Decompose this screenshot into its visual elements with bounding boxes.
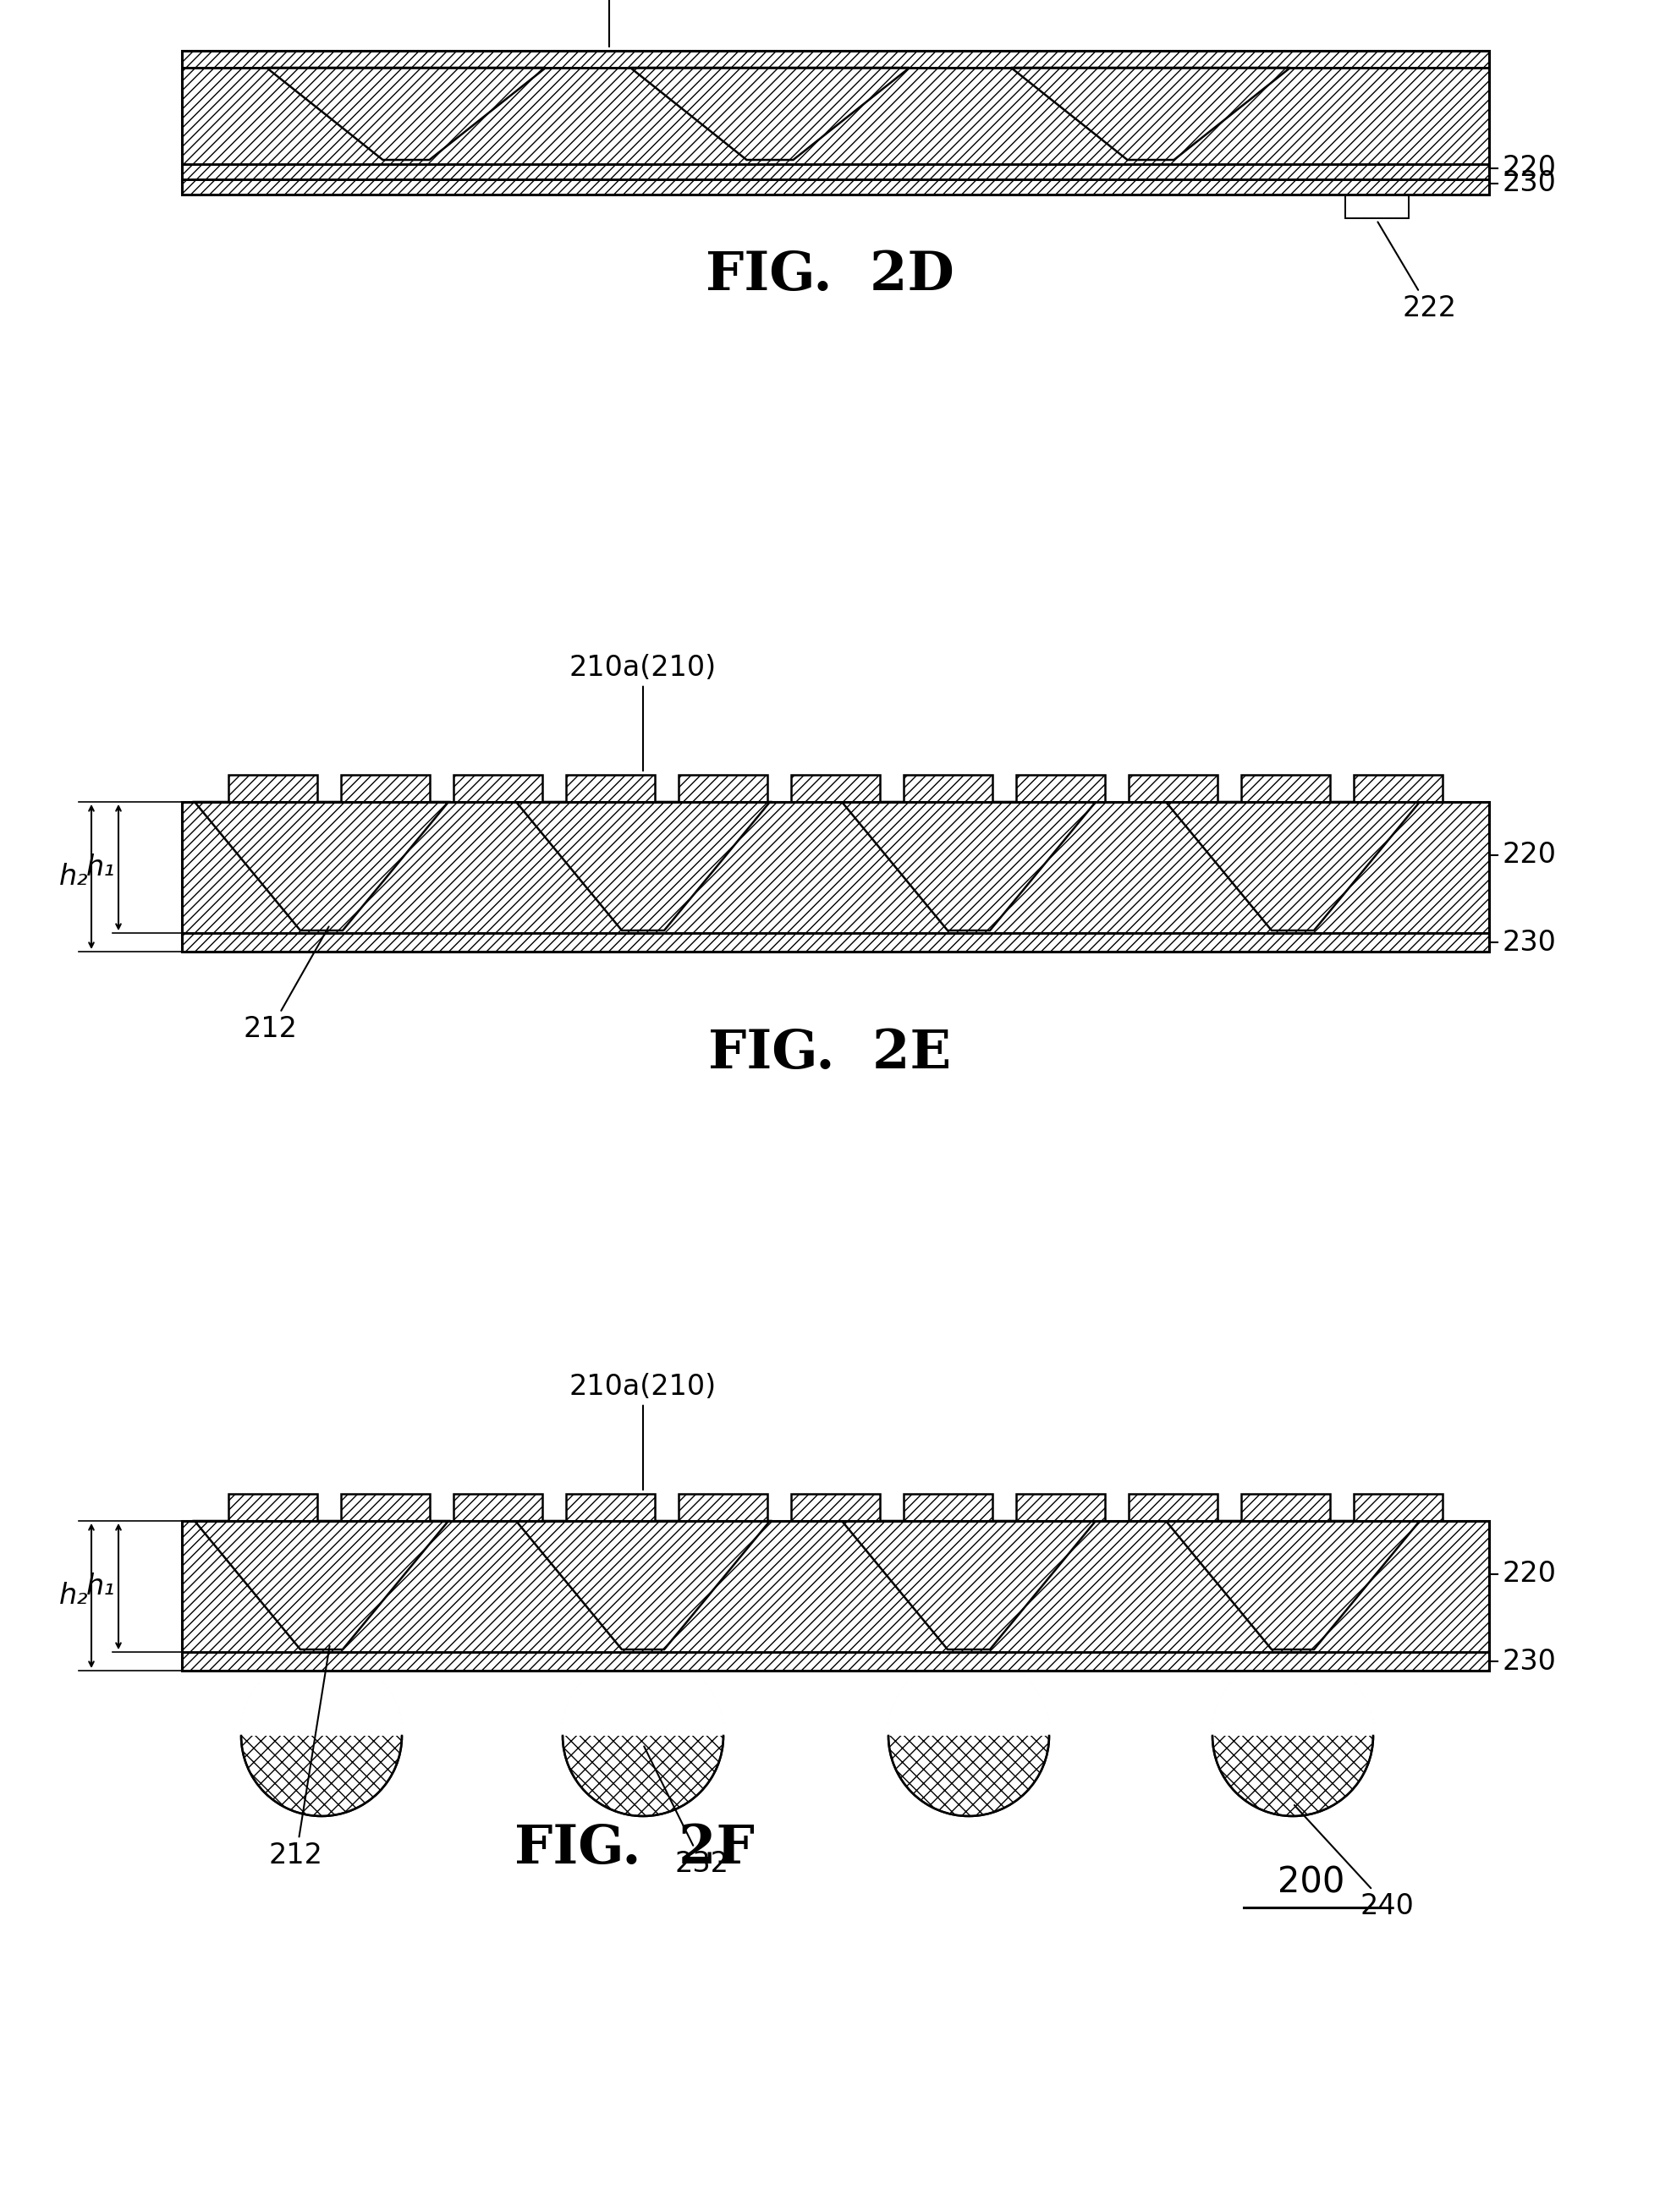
Bar: [183, 51, 1489, 69]
Text: 232: 232: [644, 1745, 729, 1878]
Wedge shape: [886, 1655, 1051, 1736]
Text: 222: 222: [1378, 221, 1456, 323]
Text: 210a(210): 210a(210): [569, 1374, 717, 1491]
Bar: [453, 1493, 543, 1522]
Polygon shape: [631, 69, 910, 159]
Bar: [183, 803, 1489, 933]
Text: FIG.  2F: FIG. 2F: [515, 1823, 755, 1874]
Text: 220: 220: [1502, 1559, 1555, 1588]
Text: FIG.  2D: FIG. 2D: [706, 250, 955, 301]
Text: 230: 230: [1502, 929, 1555, 956]
Bar: [229, 1493, 317, 1522]
Text: h₁: h₁: [86, 854, 115, 880]
Bar: [183, 179, 1489, 195]
Text: 240: 240: [1295, 1805, 1414, 1920]
Text: h₂: h₂: [58, 1582, 88, 1610]
Text: 210: 210: [578, 0, 641, 46]
Wedge shape: [1210, 1655, 1374, 1736]
Bar: [183, 164, 1489, 179]
Bar: [183, 69, 1489, 164]
Bar: [679, 1493, 767, 1522]
Polygon shape: [1165, 1522, 1419, 1650]
Circle shape: [241, 1655, 402, 1816]
Bar: [1016, 774, 1106, 803]
Bar: [1242, 1493, 1330, 1522]
Text: 230: 230: [1502, 1648, 1555, 1674]
Polygon shape: [1165, 803, 1419, 931]
Text: 220: 220: [1502, 155, 1555, 181]
Bar: [792, 774, 880, 803]
Text: 200: 200: [1278, 1865, 1345, 1900]
Polygon shape: [516, 1522, 770, 1650]
Bar: [183, 933, 1489, 951]
Bar: [1129, 1493, 1217, 1522]
Bar: [183, 803, 1489, 951]
Circle shape: [1212, 1655, 1373, 1816]
Bar: [566, 1493, 654, 1522]
Bar: [1016, 1493, 1106, 1522]
Bar: [1353, 774, 1443, 803]
Text: h₁: h₁: [86, 1573, 115, 1601]
Polygon shape: [1011, 69, 1290, 159]
Bar: [1345, 195, 1409, 219]
Bar: [183, 51, 1489, 195]
Bar: [340, 1493, 430, 1522]
Bar: [903, 774, 993, 803]
Wedge shape: [561, 1655, 725, 1736]
Text: 230: 230: [1502, 170, 1555, 197]
Bar: [679, 774, 767, 803]
Bar: [1353, 1493, 1443, 1522]
Bar: [1242, 774, 1330, 803]
Text: 220: 220: [1502, 841, 1555, 869]
Polygon shape: [194, 803, 448, 931]
Bar: [183, 1522, 1489, 1652]
Polygon shape: [267, 69, 546, 159]
Text: 210a(210): 210a(210): [569, 655, 717, 770]
Text: 212: 212: [269, 1646, 330, 1869]
Bar: [1129, 774, 1217, 803]
Text: h₂: h₂: [58, 863, 88, 891]
Circle shape: [888, 1655, 1049, 1816]
Polygon shape: [842, 803, 1096, 931]
Bar: [340, 774, 430, 803]
Text: FIG.  2E: FIG. 2E: [709, 1026, 951, 1079]
Bar: [183, 1522, 1489, 1670]
Polygon shape: [516, 803, 770, 931]
Bar: [792, 1493, 880, 1522]
Bar: [453, 774, 543, 803]
Text: 212: 212: [244, 927, 329, 1044]
Bar: [566, 774, 654, 803]
Bar: [183, 1652, 1489, 1670]
Polygon shape: [194, 1522, 448, 1650]
Circle shape: [563, 1655, 724, 1816]
Polygon shape: [842, 1522, 1096, 1650]
Bar: [903, 1493, 993, 1522]
Wedge shape: [239, 1655, 403, 1736]
Bar: [229, 774, 317, 803]
